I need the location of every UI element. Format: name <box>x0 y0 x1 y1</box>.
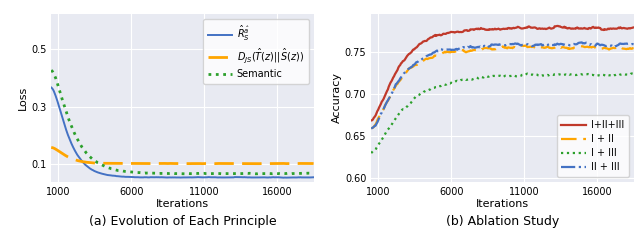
II + III <box>368 127 376 130</box>
I + III <box>368 151 376 154</box>
Semantic <box>310 172 317 175</box>
I + III <box>589 73 596 76</box>
I + II <box>369 126 377 129</box>
Line: Semantic: Semantic <box>51 70 314 174</box>
Line: I+II+III: I+II+III <box>371 26 634 120</box>
Text: (a) Evolution of Each Principle: (a) Evolution of Each Principle <box>88 215 276 228</box>
I+II+III <box>630 26 637 29</box>
Line: I + III: I + III <box>371 73 634 153</box>
I + II <box>630 47 637 49</box>
Semantic <box>204 172 212 175</box>
Line: $D_{JS}(\hat{T}(z)||\hat{S}(z))$: $D_{JS}(\hat{T}(z)||\hat{S}(z))$ <box>51 147 314 164</box>
Line: I + II: I + II <box>371 45 634 128</box>
I + II <box>524 45 532 48</box>
$D_{JS}(\hat{T}(z)||\hat{S}(z))$ <box>310 162 317 165</box>
I + III <box>523 72 531 75</box>
I + III <box>605 74 613 77</box>
$D_{JS}(\hat{T}(z)||\hat{S}(z))$ <box>203 162 211 165</box>
$D_{JS}(\hat{T}(z)||\hat{S}(z))$ <box>204 162 211 165</box>
I + II <box>590 45 598 48</box>
I + II <box>525 46 533 48</box>
I + II <box>530 45 538 48</box>
II + III <box>630 43 637 46</box>
I+II+III <box>367 119 375 122</box>
Line: II + III: II + III <box>371 42 634 129</box>
Line: $\hat{R}_S^{\hat{a}}$: $\hat{R}_S^{\hat{a}}$ <box>51 88 314 178</box>
I + III <box>367 152 375 154</box>
I+II+III <box>606 27 614 30</box>
II + III <box>523 43 531 46</box>
I + II <box>607 47 614 50</box>
I + II <box>368 127 376 130</box>
X-axis label: Iterations: Iterations <box>476 199 529 209</box>
$\hat{R}_S^{\hat{a}}$ <box>269 176 276 179</box>
II + III <box>528 45 536 48</box>
Y-axis label: Loss: Loss <box>18 86 28 110</box>
$\hat{R}_S^{\hat{a}}$ <box>310 176 317 179</box>
$D_{JS}(\hat{T}(z)||\hat{S}(z))$ <box>286 162 294 165</box>
II + III <box>606 44 614 47</box>
I + II <box>367 127 375 129</box>
Semantic <box>47 69 55 72</box>
$D_{JS}(\hat{T}(z)||\hat{S}(z))$ <box>48 146 56 149</box>
II + III <box>578 41 586 44</box>
I+II+III <box>554 24 561 27</box>
I + III <box>528 73 536 76</box>
I + III <box>630 72 637 75</box>
I + II <box>516 44 524 47</box>
I+II+III <box>523 26 531 29</box>
Semantic <box>286 172 294 175</box>
Semantic <box>204 172 211 175</box>
$\hat{R}_S^{\hat{a}}$ <box>286 176 294 179</box>
I+II+III <box>524 26 531 29</box>
II + III <box>367 127 375 130</box>
I+II+III <box>528 26 536 29</box>
Text: (b) Ablation Study: (b) Ablation Study <box>446 215 559 228</box>
$\hat{R}_S^{\hat{a}}$ <box>204 176 211 179</box>
Y-axis label: Accuracy: Accuracy <box>332 72 342 123</box>
$D_{JS}(\hat{T}(z)||\hat{S}(z))$ <box>269 162 277 165</box>
II + III <box>524 43 531 46</box>
I+II+III <box>368 119 376 122</box>
Semantic <box>180 172 188 175</box>
Semantic <box>269 172 277 175</box>
$\hat{R}_S^{\hat{a}}$ <box>208 176 216 179</box>
Legend: $\hat{R}_S^{\hat{a}}$, $D_{JS}(\hat{T}(z)||\hat{S}(z))$, Semantic: $\hat{R}_S^{\hat{a}}$, $D_{JS}(\hat{T}(z… <box>203 19 308 84</box>
X-axis label: Iterations: Iterations <box>156 199 209 209</box>
$D_{JS}(\hat{T}(z)||\hat{S}(z))$ <box>253 162 260 165</box>
$\hat{R}_S^{\hat{a}}$ <box>48 87 56 90</box>
I + III <box>524 72 531 75</box>
$\hat{R}_S^{\hat{a}}$ <box>47 86 55 89</box>
Semantic <box>209 172 216 175</box>
I+II+III <box>589 25 597 28</box>
I + III <box>628 72 636 75</box>
Legend: I+II+III, I + II, I + III, II + III: I+II+III, I + II, I + III, II + III <box>557 116 628 177</box>
II + III <box>589 44 597 47</box>
$\hat{R}_S^{\hat{a}}$ <box>280 176 287 179</box>
$D_{JS}(\hat{T}(z)||\hat{S}(z))$ <box>47 146 55 149</box>
Semantic <box>48 70 56 72</box>
$D_{JS}(\hat{T}(z)||\hat{S}(z))$ <box>208 162 216 165</box>
$\hat{R}_S^{\hat{a}}$ <box>203 176 211 179</box>
